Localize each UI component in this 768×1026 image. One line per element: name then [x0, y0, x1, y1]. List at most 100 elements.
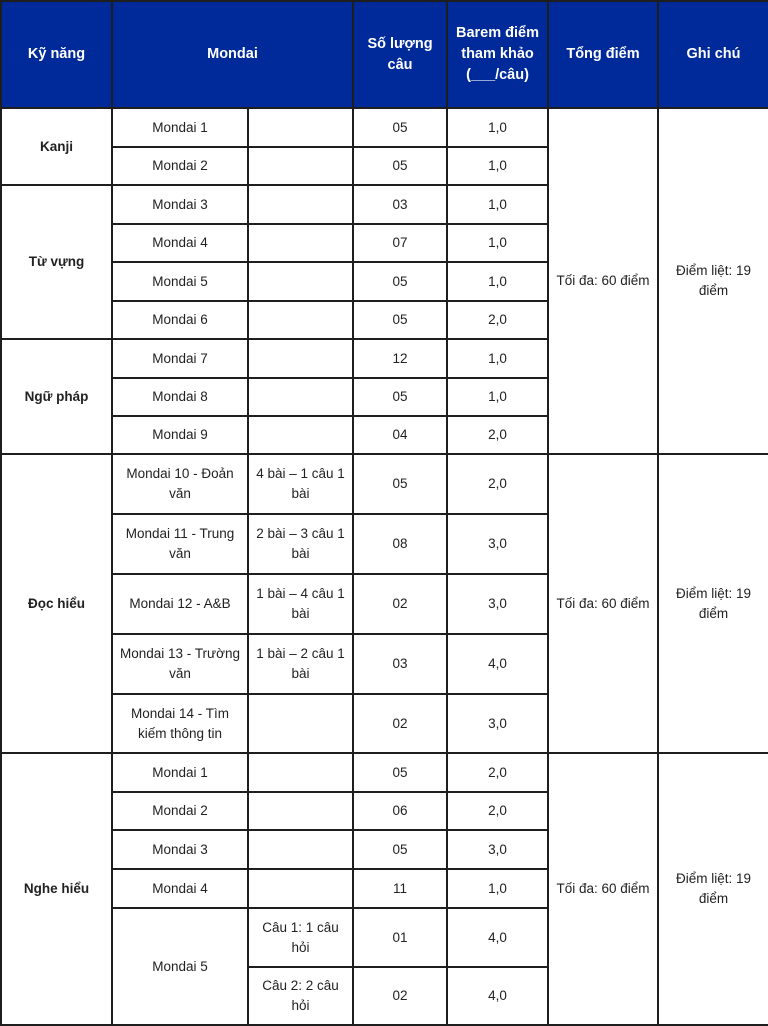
skill-cell: Từ vựng [0, 184, 113, 340]
score-cell: 1,0 [446, 377, 549, 417]
mondai-cell: Mondai 4 [111, 223, 249, 263]
mondai-cell: Mondai 11 - Trung văn [111, 513, 249, 575]
mondai-cell: Mondai 10 - Đoản văn [111, 453, 249, 515]
count-cell: 05 [352, 261, 448, 302]
score-cell: 4,0 [446, 907, 549, 968]
score-cell: 4,0 [446, 633, 549, 695]
count-cell: 03 [352, 633, 448, 695]
detail-cell [247, 829, 354, 870]
score-cell: 4,0 [446, 966, 549, 1026]
table-row: Mondai 6 05 2,0 [1, 300, 768, 340]
mondai-cell: Mondai 14 - Tìm kiếm thông tin [111, 693, 249, 754]
score-cell: 2,0 [446, 415, 549, 455]
count-cell: 02 [352, 573, 448, 635]
detail-cell [247, 868, 354, 909]
detail-cell: 4 bài – 1 câu 1 bài [247, 453, 354, 515]
table-row: Mondai 4 07 1,0 [1, 223, 768, 263]
mondai-cell: Mondai 5 [111, 261, 249, 302]
count-cell: 05 [352, 107, 448, 148]
mondai-cell: Mondai 13 - Trường văn [111, 633, 249, 695]
table-row: Kanji Mondai 1 05 1,0 Tối đa: 60 điểm Điểm li… [0, 107, 768, 455]
mondai-cell: Mondai 7 [111, 338, 249, 379]
count-cell: 05 [352, 829, 448, 870]
mondai-cell: Mondai 3 [111, 184, 249, 225]
count-cell: 04 [352, 415, 448, 455]
count-cell: 05 [352, 146, 448, 186]
count-cell: 07 [352, 223, 448, 263]
detail-cell [247, 415, 354, 455]
count-cell: 06 [352, 791, 448, 831]
table-row: Mondai 8 05 1,0 [1, 377, 768, 417]
detail-cell: Câu 2: 2 câu hỏi [247, 966, 354, 1026]
note-cell: Điểm liệt: 19 điểm [657, 107, 768, 455]
skill-cell: Nghe hiểu [0, 752, 113, 1026]
detail-cell [247, 223, 354, 263]
table-row: Đọc hiểu Mondai 10 - Đoản văn 4 bài – 1 câ… [0, 453, 768, 754]
count-cell: 05 [352, 300, 448, 340]
table-row: Mondai 2 06 2,0 [1, 791, 768, 831]
header-count: Số lượng câu [352, 0, 448, 109]
header-row: Kỹ năng Mondai Số lượng câu Barem điểm t… [0, 0, 768, 109]
count-cell: 03 [352, 184, 448, 225]
detail-cell [247, 791, 354, 831]
note-cell: Điểm liệt: 19 điểm [657, 752, 768, 1026]
score-cell: 2,0 [446, 453, 549, 515]
score-cell: 1,0 [446, 338, 549, 379]
header-skill: Kỹ năng [0, 0, 113, 109]
mondai-cell: Mondai 4 [111, 868, 249, 909]
table-row: Mondai 5 Câu 1: 1 câu hỏi 01 4,0 [1, 907, 768, 1026]
table-row: Câu 2: 2 câu hỏi 02 4,0 [1, 966, 768, 1026]
score-cell: 1,0 [446, 184, 549, 225]
skill-cell: Đọc hiểu [0, 453, 113, 754]
mondai-cell: Mondai 12 - A&B [111, 573, 249, 635]
detail-cell [247, 184, 354, 225]
mondai-cell: Mondai 1 [111, 752, 249, 793]
header-total: Tổng điểm [547, 0, 659, 109]
score-cell: 3,0 [446, 573, 549, 635]
count-cell: 12 [352, 338, 448, 379]
count-cell: 05 [352, 377, 448, 417]
detail-cell [247, 693, 354, 754]
skill-cell: Kanji [0, 107, 113, 186]
count-cell: 08 [352, 513, 448, 575]
mondai-cell: Mondai 9 [111, 415, 249, 455]
detail-cell [247, 300, 354, 340]
skill-cell: Ngữ pháp [0, 338, 113, 455]
score-cell: 1,0 [446, 107, 549, 148]
detail-cell [247, 338, 354, 379]
score-cell: 3,0 [446, 693, 549, 754]
count-cell: 05 [352, 752, 448, 793]
detail-cell: 1 bài – 2 câu 1 bài [247, 633, 354, 695]
score-cell: 1,0 [446, 868, 549, 909]
mondai-cell: Mondai 1 [111, 107, 249, 148]
detail-cell: 1 bài – 4 câu 1 bài [247, 573, 354, 635]
detail-cell [247, 107, 354, 148]
table-row: Mondai 13 - Trường văn 1 bài – 2 câu 1 bà… [1, 633, 768, 695]
total-cell: Tối đa: 60 điểm [547, 752, 659, 1026]
count-cell: 11 [352, 868, 448, 909]
total-cell: Tối đa: 60 điểm [547, 453, 659, 754]
table-row: Mondai 5 05 1,0 [1, 261, 768, 302]
table-row: Mondai 2 05 1,0 [1, 146, 768, 186]
table-row: Mondai 11 - Trung văn 2 bài – 3 câu 1 bài… [1, 513, 768, 575]
score-cell: 3,0 [446, 513, 549, 575]
mondai-cell: Mondai 2 [111, 791, 249, 831]
table-row: Ngữ pháp Mondai 7 12 1,0 [0, 338, 768, 455]
detail-cell [247, 752, 354, 793]
table-row: Mondai 4 11 1,0 [1, 868, 768, 909]
count-cell: 02 [352, 966, 448, 1026]
table-row: Từ vựng Mondai 3 03 1,0 [0, 184, 768, 340]
detail-cell [247, 146, 354, 186]
table-row: Mondai 9 04 2,0 [1, 415, 768, 455]
header-mondai: Mondai [111, 0, 354, 109]
total-cell: Tối đa: 60 điểm [547, 107, 659, 455]
header-score: Barem điểm tham khảo (___/câu) [446, 0, 549, 109]
mondai-cell: Mondai 6 [111, 300, 249, 340]
score-cell: 1,0 [446, 223, 549, 263]
table-body: Kanji Mondai 1 05 1,0 Tối đa: 60 điểm Điểm li… [0, 107, 768, 1026]
score-cell: 1,0 [446, 261, 549, 302]
detail-cell [247, 261, 354, 302]
score-cell: 2,0 [446, 791, 549, 831]
header-note: Ghi chú [657, 0, 768, 109]
table-row: Mondai 3 05 3,0 [1, 829, 768, 870]
